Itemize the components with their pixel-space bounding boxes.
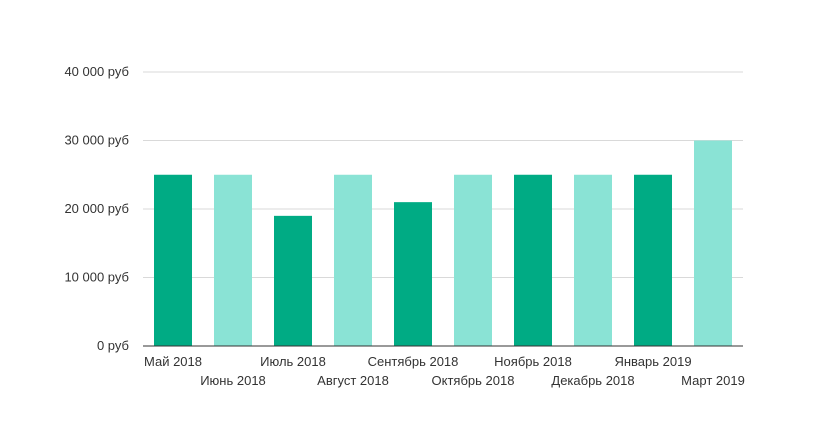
bar: [274, 215, 312, 346]
y-tick-label: 40 000 руб: [64, 64, 129, 79]
x-tick-label: Август 2018: [317, 373, 389, 388]
y-tick-label: 10 000 руб: [64, 270, 129, 285]
y-tick-label: 30 000 руб: [64, 133, 129, 148]
x-tick-label: Сентябрь 2018: [368, 354, 459, 369]
bar: [394, 202, 432, 346]
x-tick-label: Октябрь 2018: [432, 373, 515, 388]
bars: [154, 140, 732, 346]
y-tick-label: 20 000 руб: [64, 201, 129, 216]
x-axis-tick-labels: Май 2018 Июнь 2018 Июль 2018 Август 2018 Сен…: [144, 354, 745, 388]
bar: [694, 140, 732, 346]
bar: [514, 174, 552, 346]
y-tick-label: 0 руб: [97, 338, 129, 353]
x-tick-label: Январь 2019: [614, 354, 691, 369]
bar: [574, 174, 612, 346]
bar: [454, 174, 492, 346]
x-tick-label: Март 2019: [681, 373, 745, 388]
y-axis-tick-labels: 0 руб 10 000 руб 20 000 руб 30 000 руб 40 00…: [64, 64, 129, 353]
x-tick-label: Июль 2018: [260, 354, 326, 369]
bar: [154, 174, 192, 346]
x-tick-label: Ноябрь 2018: [494, 354, 572, 369]
bar: [334, 174, 372, 346]
x-tick-label: Май 2018: [144, 354, 202, 369]
x-tick-label: Июнь 2018: [200, 373, 266, 388]
bar: [214, 174, 252, 346]
bar: [634, 174, 672, 346]
x-tick-label: Декабрь 2018: [551, 373, 634, 388]
